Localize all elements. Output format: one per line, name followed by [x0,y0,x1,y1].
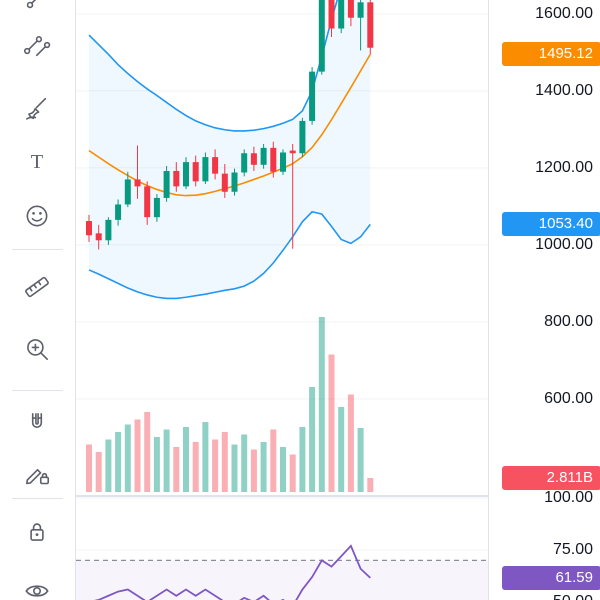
drawing-toolbar: T [0,0,76,600]
lock-all-drawings-button[interactable] [20,515,54,549]
bb-lower-price-badge: 1053.40 [502,212,600,237]
price-axis[interactable]: 1600.00 1400.00 1200.00 1000.00 800.00 600.00… [488,0,600,600]
trend-line-button[interactable] [20,0,54,15]
magnet-button[interactable] [20,407,54,441]
trend-line-icon [26,0,37,9]
toolbar-divider [12,390,63,391]
axis-tick-label: 100.00 [544,489,593,506]
axis-tick-label: 800.00 [544,312,593,330]
bb-basis-price-badge: 1495.12 [502,42,600,67]
zoom-in-icon [27,339,48,360]
brush-button[interactable] [20,89,54,123]
magnet-icon [31,413,43,429]
measure-ruler-button[interactable] [20,270,54,304]
drawing-edit-lock-button[interactable] [20,456,54,490]
pane-separator[interactable] [75,495,600,497]
lock-icon [30,523,44,541]
axis-tick-label: 1400.00 [535,81,593,99]
parallel-channel-icon [23,36,51,57]
text-tool-button[interactable]: T [20,144,54,178]
axis-tick-label: 1200.00 [535,158,593,176]
rsi-value-badge: 61.59 [502,565,600,590]
chart-canvas[interactable] [76,0,488,600]
axis-tick-label: 1600.00 [535,4,593,22]
eye-icon [25,585,49,597]
brush-icon [26,97,47,120]
axis-tick-label: 75.00 [552,541,593,558]
parallel-channel-button[interactable] [20,31,54,65]
zoom-in-button[interactable] [20,332,54,366]
emoticon-icon [26,205,48,227]
axis-tick-label: 50.00 [489,592,600,600]
chart-area[interactable] [76,0,488,600]
volume-value-badge: 2.811B [502,465,600,490]
text-tool-icon: T [31,151,44,173]
axis-tick-label: 1000.00 [535,235,593,253]
drawing-edit-lock-icon [26,468,50,485]
axis-tick-label: 600.00 [544,389,593,407]
hide-drawings-button[interactable] [20,574,54,600]
svg-text:T: T [31,151,44,173]
toolbar-divider [12,498,63,499]
emoticon-button[interactable] [20,199,54,233]
toolbar-divider [12,249,63,250]
measure-ruler-icon [25,276,49,298]
